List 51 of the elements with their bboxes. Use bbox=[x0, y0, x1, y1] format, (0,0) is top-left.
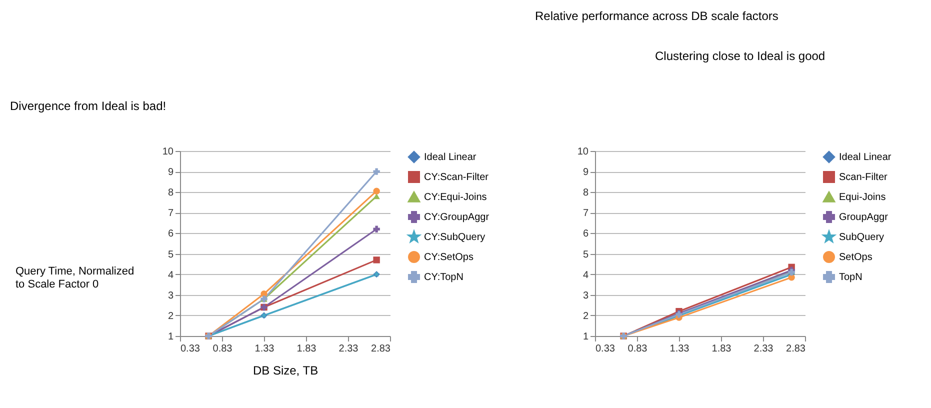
legend-label: Ideal Linear bbox=[424, 152, 477, 163]
legend-label: Equi-Joins bbox=[839, 192, 886, 203]
legend-label: SetOps bbox=[839, 252, 872, 263]
text: Clustering close to Ideal is good bbox=[655, 49, 826, 63]
y-tick-label: 3 bbox=[168, 290, 174, 302]
legend-label: SubQuery bbox=[839, 232, 884, 243]
x-tick-label: 2.83 bbox=[371, 344, 391, 354]
x-tick-label: 1.33 bbox=[670, 344, 690, 354]
y-tick-label: 9 bbox=[168, 167, 174, 178]
legend-label: CY:Scan-Filter bbox=[424, 172, 490, 183]
y-tick-label: 4 bbox=[168, 270, 174, 281]
y-tick-label: 5 bbox=[582, 249, 589, 260]
legend-label: TopN bbox=[839, 272, 862, 283]
y-tick-label: 10 bbox=[577, 146, 589, 158]
legend-label: CY:GroupAggr bbox=[424, 212, 490, 223]
x-tick-label: 1.83 bbox=[712, 344, 732, 354]
y-tick-label: 7 bbox=[168, 208, 174, 220]
x-tick-label: 2.33 bbox=[754, 344, 774, 354]
y-tick-label: 5 bbox=[168, 249, 174, 260]
x-tick-label: 0.83 bbox=[212, 344, 233, 354]
y-tick-label: 1 bbox=[582, 332, 589, 342]
x-axis-title: DB Size, TB bbox=[252, 364, 318, 378]
legend-label: Scan-Filter bbox=[839, 172, 888, 183]
y-tick-label: 9 bbox=[582, 167, 589, 178]
y-tick-label: 3 bbox=[582, 290, 589, 302]
legend-label: CY:SubQuery bbox=[424, 232, 486, 243]
y-tick-label: 2 bbox=[168, 310, 174, 322]
legend-label: CY:Equi-Joins bbox=[424, 192, 487, 203]
x-tick-label: 2.33 bbox=[338, 344, 359, 354]
y-tick-label: 2 bbox=[582, 310, 589, 322]
legend-label: CY:TopN bbox=[424, 272, 464, 283]
text: Divergence from Ideal is bad! bbox=[10, 99, 166, 113]
y-tick-label: 4 bbox=[582, 270, 589, 281]
legend-label: CY:SetOps bbox=[424, 252, 474, 263]
x-tick-label: 0.33 bbox=[180, 344, 200, 354]
y-axis-title: Query Time, Normalized to Scale Factor 0 bbox=[16, 266, 134, 290]
y-tick-label: 7 bbox=[582, 208, 589, 220]
legend-label: Ideal Linear bbox=[839, 152, 892, 163]
y-tick-label: 8 bbox=[168, 188, 174, 199]
y-tick-label: 10 bbox=[162, 146, 174, 158]
x-tick-label: 1.83 bbox=[296, 344, 317, 354]
y-tick-label: 1 bbox=[168, 332, 174, 342]
y-tick-label: 6 bbox=[582, 228, 589, 240]
x-tick-label: 1.33 bbox=[254, 344, 275, 354]
x-tick-label: 0.33 bbox=[596, 344, 616, 354]
y-tick-label: 8 bbox=[582, 188, 589, 199]
y-tick-label: 6 bbox=[168, 228, 174, 240]
x-tick-label: 0.83 bbox=[628, 344, 648, 354]
legend-label: GroupAggr bbox=[839, 212, 889, 223]
x-tick-label: 2.83 bbox=[786, 344, 806, 354]
text: Relative performance across DB scale factors bbox=[535, 9, 778, 23]
